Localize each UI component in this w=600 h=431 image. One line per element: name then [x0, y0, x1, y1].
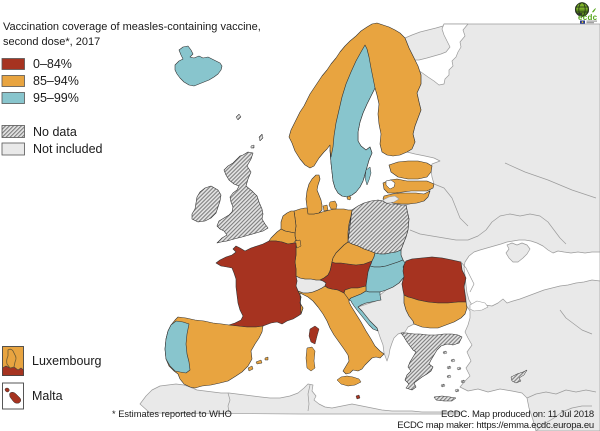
svg-text:ecdc: ecdc — [578, 13, 598, 22]
